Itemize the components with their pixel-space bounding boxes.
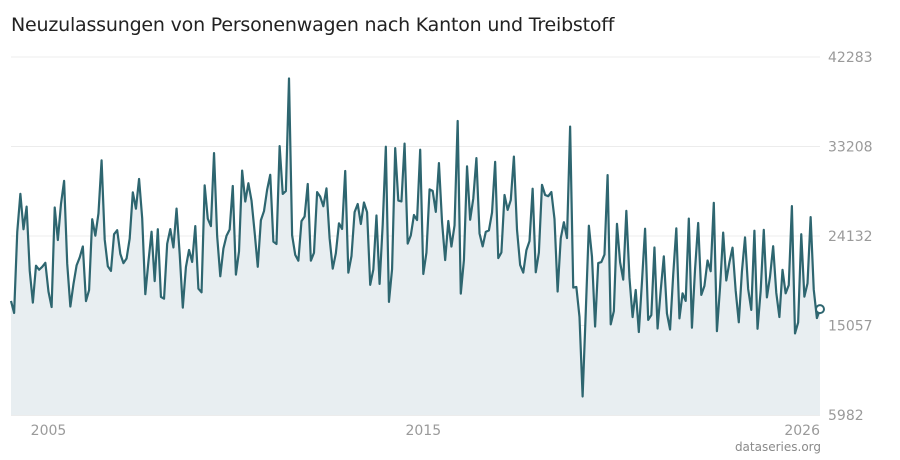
series-area [11, 78, 820, 416]
series-line [9, 77, 822, 398]
chart-title: Neuzulassungen von Personenwagen nach Ka… [11, 14, 615, 36]
y-tick-label: 24132 [828, 229, 873, 245]
x-tick-label: 2026 [784, 423, 820, 439]
y-tick-label: 5982 [828, 408, 864, 424]
y-tick-label: 33208 [828, 139, 873, 155]
x-tick-label: 2015 [405, 423, 441, 439]
x-tick-label: 2005 [31, 423, 67, 439]
last-point-marker [815, 304, 825, 315]
y-tick-label: 42283 [828, 50, 873, 66]
y-tick-label: 15057 [828, 319, 873, 335]
x-axis-ticks: 2005 2015 2026 [31, 423, 820, 439]
y-axis-ticks: 42283 33208 24132 15057 5982 [828, 50, 873, 424]
source-credit: dataseries.org [734, 440, 821, 454]
